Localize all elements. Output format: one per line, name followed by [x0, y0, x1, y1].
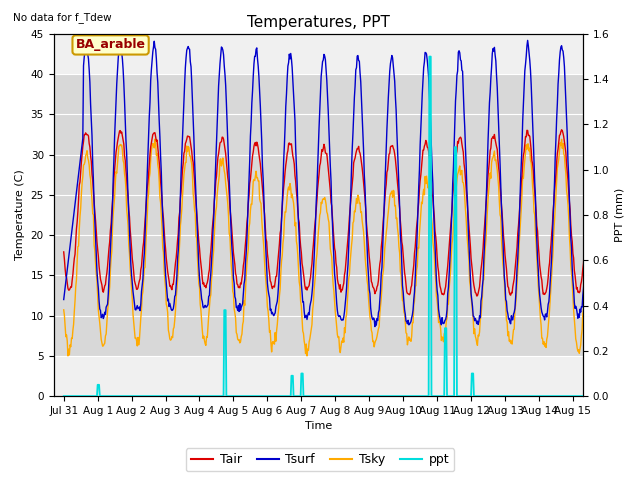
Text: No data for f_Tdew: No data for f_Tdew: [13, 12, 111, 23]
Legend: Tair, Tsurf, Tsky, ppt: Tair, Tsurf, Tsky, ppt: [186, 448, 454, 471]
Title: Temperatures, PPT: Temperatures, PPT: [247, 15, 390, 30]
X-axis label: Time: Time: [305, 421, 332, 432]
Y-axis label: PPT (mm): PPT (mm): [615, 188, 625, 242]
Bar: [54, 74, 583, 356]
Y-axis label: Temperature (C): Temperature (C): [15, 169, 25, 261]
Text: BA_arable: BA_arable: [76, 38, 145, 51]
